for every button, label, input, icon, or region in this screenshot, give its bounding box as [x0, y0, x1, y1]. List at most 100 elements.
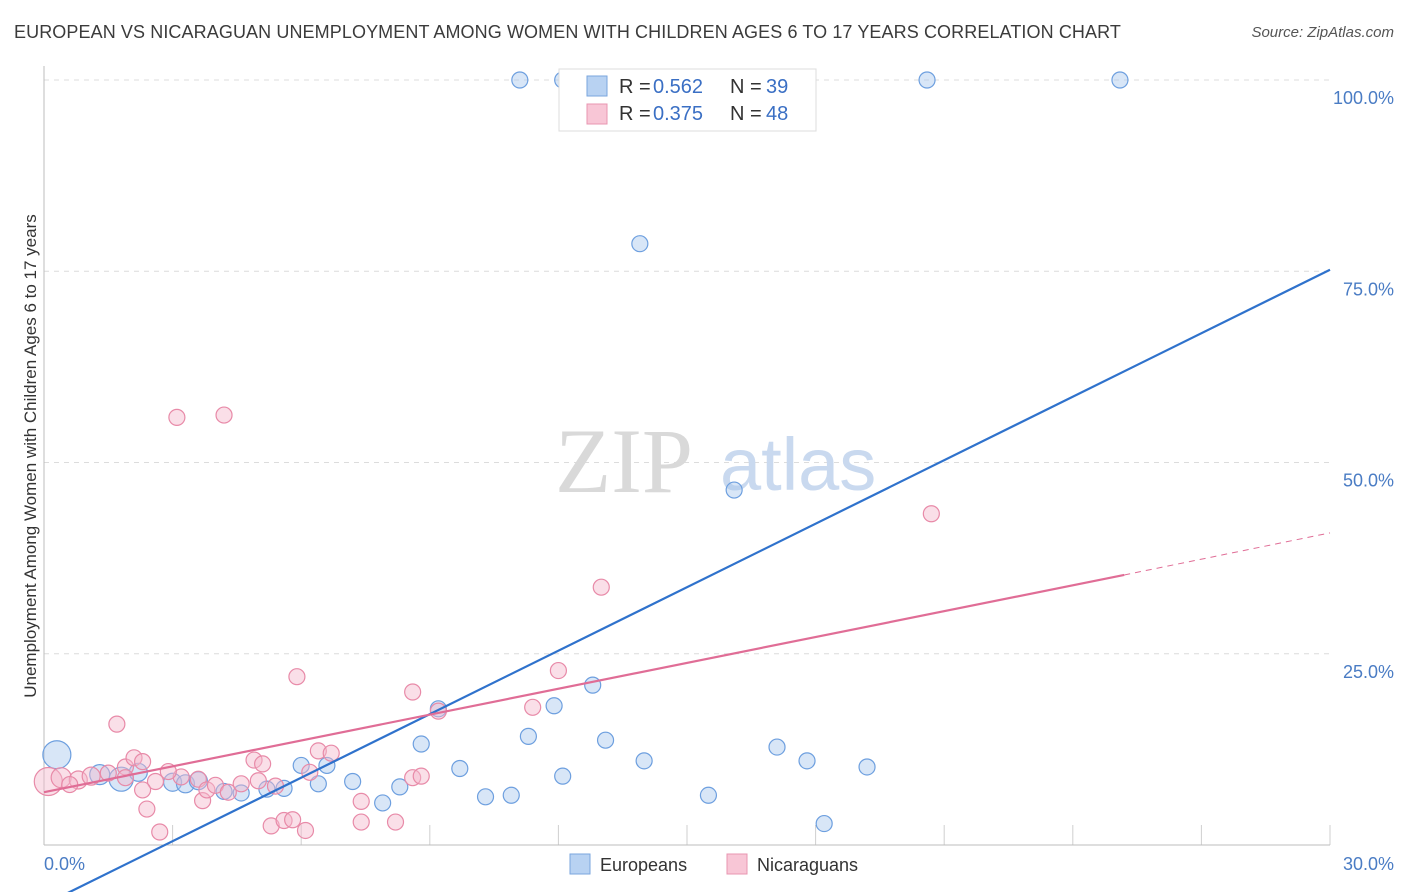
watermark-atlas: atlas — [720, 423, 876, 506]
bottom-legend-swatch-europeans — [569, 853, 591, 875]
european-point-29 — [699, 786, 718, 804]
x-tick-label-1: 30.0% — [1343, 854, 1394, 874]
chart-title: EUROPEAN VS NICARAGUAN UNEMPLOYMENT AMON… — [14, 22, 1121, 42]
grid-lines — [44, 79, 1331, 845]
european-point-27 — [631, 235, 649, 253]
european-point-24 — [545, 697, 563, 715]
european-point-8 — [232, 784, 250, 802]
nicaraguan-point-3 — [81, 766, 101, 786]
source-label: Source: ZipAtlas.com — [1251, 24, 1394, 41]
trend-lines — [43, 268, 1331, 892]
nicaraguan-point-11 — [138, 800, 156, 818]
data-points — [33, 71, 1129, 841]
nicaraguan-point-8 — [146, 772, 165, 791]
european-point-30 — [725, 481, 743, 499]
european-point-15 — [374, 794, 392, 812]
nicaraguan-point-31 — [309, 742, 327, 760]
nicaraguan-point-46 — [61, 775, 79, 794]
legend-n-label-1: N = — [730, 76, 767, 98]
nicaraguan-point-41 — [549, 661, 568, 680]
legend: R = 0.562 N = 39 R = 0.375 N = 48 — [558, 68, 817, 132]
nicaraguan-point-12 — [151, 823, 169, 841]
y-tick-label-0: 25.0% — [1343, 662, 1394, 682]
nicaraguan-point-10 — [133, 781, 152, 799]
legend-r-label-1: R = — [619, 76, 656, 98]
bottom-legend-nicaraguans: Nicaraguans — [757, 855, 858, 875]
nicaraguan-point-4 — [108, 715, 126, 733]
bottom-legend-swatch-nicaraguans — [726, 853, 748, 875]
european-point-16 — [391, 778, 409, 796]
legend-n-label-2: N = — [730, 103, 767, 125]
axes — [43, 66, 1330, 846]
european-point-12 — [309, 775, 327, 793]
nicaraguan-point-37 — [404, 683, 422, 701]
nicaraguan-point-32 — [322, 744, 340, 762]
nicaraguan-point-23 — [254, 755, 272, 773]
nicaraguan-point-28 — [288, 668, 306, 686]
legend-swatch-europeans — [586, 75, 608, 97]
european-point-36 — [1111, 71, 1129, 89]
nicaraguan-point-27 — [284, 811, 302, 829]
european-point-19 — [451, 759, 469, 778]
european-point-17 — [412, 735, 430, 753]
european-point-38 — [511, 71, 529, 89]
nicaraguan-point-21 — [232, 775, 250, 793]
y-tick-label-3: 100.0% — [1333, 88, 1394, 108]
nicaraguan-point-24 — [262, 817, 280, 835]
european-point-20 — [476, 788, 495, 806]
nicaraguan-point-9 — [133, 753, 152, 771]
watermark: ZIP atlas — [555, 410, 876, 512]
nicaraguan-point-38 — [412, 767, 430, 785]
nicaraguan-point-40 — [524, 698, 542, 716]
nicaraguan-point-44 — [99, 764, 117, 782]
european-point-32 — [798, 752, 816, 770]
legend-n-value-2: 48 — [766, 103, 788, 125]
european-point-33 — [815, 814, 833, 833]
legend-n-value-1: 39 — [766, 76, 788, 98]
european-point-14 — [344, 772, 362, 791]
european-point-31 — [768, 738, 786, 756]
european-point-23 — [554, 767, 572, 785]
nicaraguan-point-6 — [125, 749, 143, 767]
watermark-zip: ZIP — [555, 410, 693, 512]
nicaraguan-point-17 — [198, 781, 216, 799]
legend-r-label-2: R = — [619, 103, 656, 125]
nicaraguan-point-34 — [352, 792, 370, 810]
european-trend-line — [67, 268, 1331, 892]
tick-labels: 25.0% 50.0% 75.0% 100.0% 0.0% 30.0% — [44, 88, 1394, 874]
nicaraguan-point-35 — [386, 813, 405, 831]
nicaraguan-point-16 — [194, 792, 212, 810]
european-point-25 — [584, 676, 602, 694]
nicaraguan-point-33 — [352, 813, 370, 831]
nicaraguan-point-43 — [922, 505, 940, 523]
european-point-35 — [918, 71, 936, 89]
y-tick-label-1: 50.0% — [1343, 471, 1394, 491]
nicaraguan-point-13 — [172, 768, 190, 786]
nicaraguan-point-22 — [245, 751, 263, 769]
x-tick-label-0: 0.0% — [44, 854, 85, 874]
european-point-11 — [292, 756, 310, 775]
european-point-0 — [42, 740, 72, 770]
nicaraguan-point-25 — [266, 777, 285, 795]
nicaraguan-trend-line — [43, 573, 1125, 794]
nicaraguan-point-14 — [168, 408, 186, 426]
bottom-legend: Europeans Nicaraguans — [569, 853, 858, 875]
nicaraguan-trend-extension — [1124, 532, 1331, 576]
y-tick-label-2: 75.0% — [1343, 279, 1394, 299]
nicaraguan-point-20 — [219, 783, 237, 801]
european-point-34 — [858, 758, 876, 776]
nicaraguan-point-42 — [592, 578, 610, 596]
nicaraguan-point-26 — [275, 811, 293, 830]
legend-r-value-1: 0.562 — [653, 76, 703, 98]
legend-r-value-2: 0.375 — [653, 103, 703, 125]
nicaraguan-point-47 — [249, 772, 267, 790]
nicaraguan-point-36 — [404, 769, 422, 787]
nicaraguan-point-29 — [296, 821, 315, 840]
y-axis-label: Unemployment Among Women with Children A… — [21, 214, 40, 698]
legend-swatch-nicaraguans — [586, 103, 608, 125]
european-point-26 — [596, 731, 615, 749]
european-point-21 — [502, 786, 520, 804]
european-point-28 — [635, 752, 653, 770]
bottom-legend-europeans: Europeans — [600, 855, 687, 875]
